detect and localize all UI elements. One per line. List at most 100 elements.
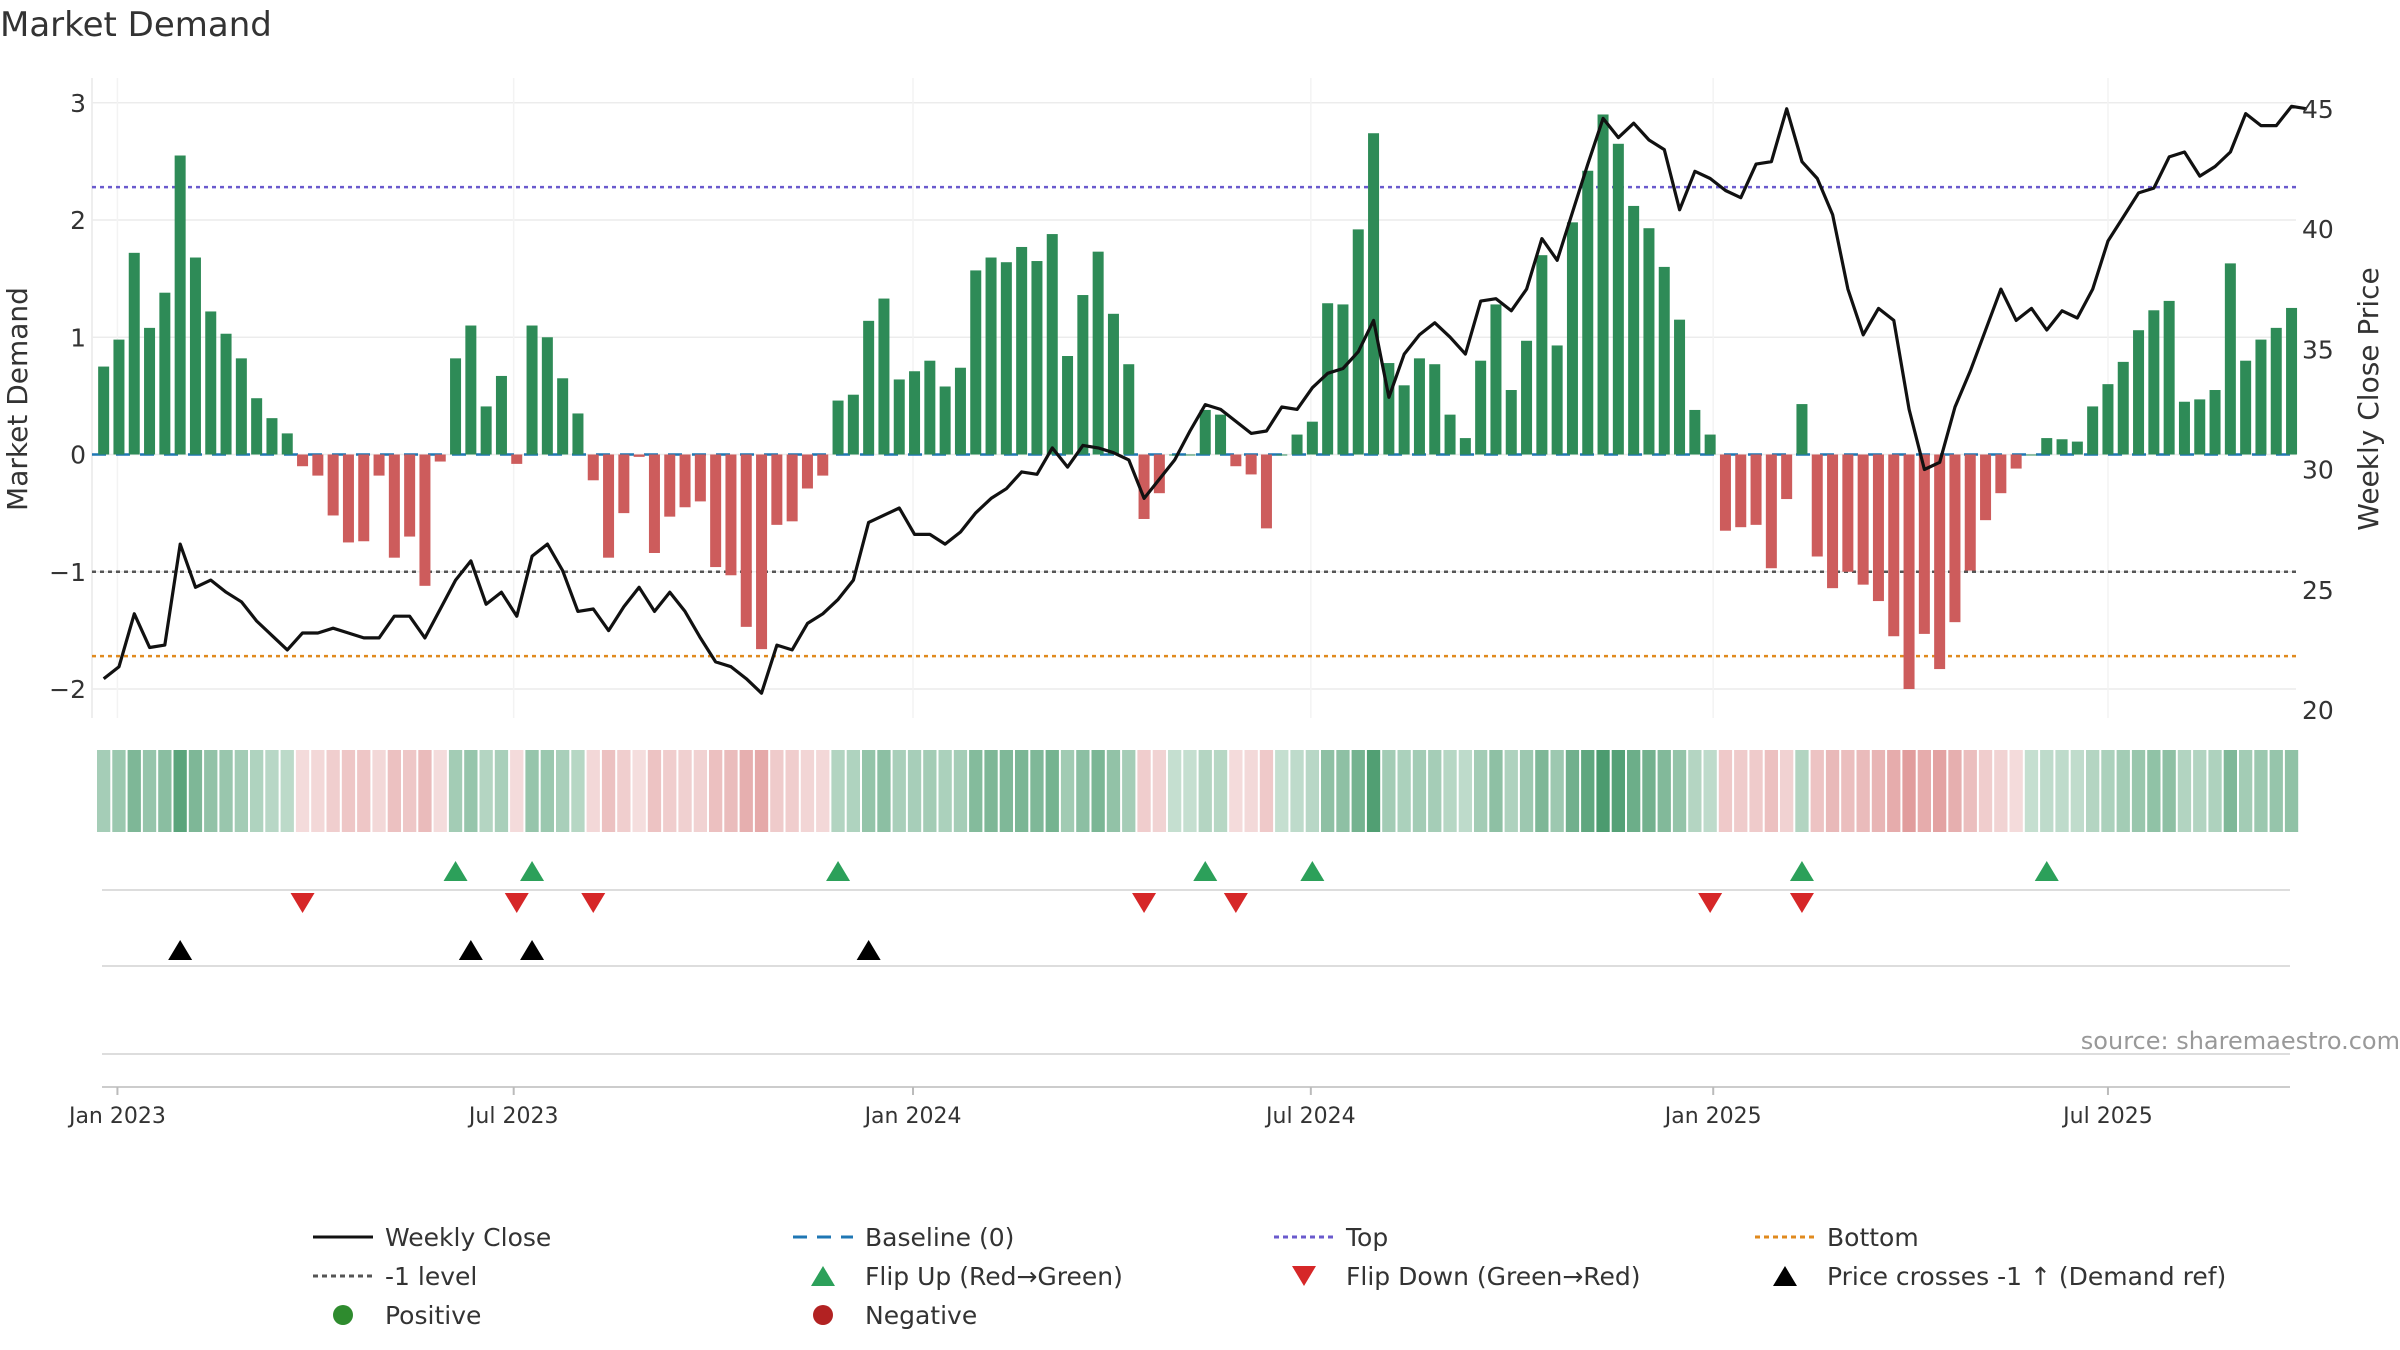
- positive-bar: [159, 292, 171, 455]
- negative-bar: [679, 454, 691, 508]
- right-tick-label: 45: [2302, 95, 2334, 124]
- positive-bar: [954, 367, 966, 455]
- flip-up-marker: [520, 861, 545, 881]
- heat-cell: [1076, 750, 1090, 832]
- positive-bar: [450, 358, 462, 455]
- negative-bar: [664, 454, 676, 517]
- heat-cell: [1994, 750, 2008, 832]
- heat-cell: [494, 750, 509, 832]
- positive-bar: [939, 386, 951, 455]
- heat-cell: [372, 750, 386, 832]
- positive-bar: [2209, 390, 2221, 455]
- left-tick-label: 3: [70, 89, 86, 118]
- heat-cell: [1978, 750, 1993, 832]
- legend-swatch: [813, 1305, 833, 1325]
- heat-cell: [938, 750, 952, 832]
- negative-bar: [1153, 454, 1165, 494]
- heat-cell: [1213, 750, 1228, 832]
- negative-bar: [1138, 454, 1150, 519]
- legend-label: -1 level: [385, 1262, 477, 1291]
- heat-cell: [1412, 750, 1427, 832]
- positive-bar: [2178, 401, 2190, 455]
- left-tick-label: −1: [49, 558, 86, 587]
- negative-bar: [1781, 454, 1793, 500]
- positive-bar: [1505, 390, 1517, 455]
- negative-bar: [1230, 454, 1242, 467]
- positive-bar: [1429, 364, 1441, 455]
- heat-cell: [1902, 750, 1916, 832]
- heat-cell: [2116, 750, 2130, 832]
- positive-bar: [1643, 228, 1655, 455]
- legend-label: Negative: [865, 1301, 977, 1330]
- negative-bar: [342, 454, 354, 543]
- negative-bar: [1735, 454, 1747, 528]
- negative-bar: [1872, 454, 1884, 602]
- positive-bar: [1536, 255, 1548, 455]
- heat-cell: [1688, 750, 1702, 832]
- heat-cell: [2223, 750, 2237, 832]
- heat-cell: [250, 750, 264, 832]
- heat-cell: [1764, 750, 1778, 832]
- positive-bar: [1046, 234, 1058, 455]
- negative-bar: [1918, 454, 1930, 634]
- heat-cell: [2254, 750, 2268, 832]
- heat-cell: [754, 750, 769, 832]
- positive-bar: [1016, 246, 1028, 455]
- negative-bar: [2010, 454, 2022, 469]
- heat-cell: [1795, 750, 1809, 832]
- heat-cell: [1290, 750, 1304, 832]
- source-label: source: sharemaestro.com: [2081, 1027, 2400, 1055]
- negative-bar: [1827, 454, 1839, 589]
- flip-up-marker: [2034, 861, 2059, 881]
- positive-bar: [1062, 356, 1074, 455]
- positive-bar: [1383, 363, 1395, 455]
- heat-cell: [1244, 750, 1258, 832]
- heat-cell: [1504, 750, 1518, 832]
- heat-cell: [693, 750, 707, 832]
- price-cross-marker: [168, 940, 193, 960]
- positive-bar: [2041, 438, 2053, 455]
- x-tick-label: Jul 2024: [1264, 1104, 1356, 1129]
- positive-bar: [220, 333, 232, 455]
- heat-cell: [1122, 750, 1136, 832]
- heat-cell: [2162, 750, 2176, 832]
- heat-cell: [1198, 750, 1212, 832]
- heat-cell: [709, 750, 723, 832]
- heat-cell: [112, 750, 126, 832]
- heat-cell: [1091, 750, 1105, 832]
- heat-cell: [219, 750, 233, 832]
- x-tick-label: Jan 2023: [67, 1104, 166, 1129]
- weekly-close-line: [102, 104, 2308, 695]
- heat-cell: [403, 750, 417, 832]
- heat-cell: [831, 750, 845, 832]
- negative-bar: [603, 454, 615, 558]
- x-tick-label: Jul 2025: [2061, 1104, 2153, 1129]
- heat-cell: [953, 750, 968, 832]
- positive-bar: [832, 400, 844, 455]
- right-tick-label: 25: [2302, 576, 2334, 605]
- heat-cell: [1474, 750, 1488, 832]
- heat-cell: [1458, 750, 1472, 832]
- right-y-ticks: 45 40 35 30 25 20: [2302, 95, 2334, 725]
- positive-bar: [1077, 295, 1089, 455]
- positive-bar: [1107, 313, 1119, 455]
- heat-cell: [188, 750, 203, 832]
- negative-bar: [618, 454, 630, 514]
- heat-cell: [1841, 750, 1855, 832]
- positive-bar: [113, 339, 125, 455]
- heat-cell: [571, 750, 585, 832]
- heat-cell: [816, 750, 830, 832]
- positive-bar: [526, 325, 538, 455]
- negative-bar: [1857, 454, 1869, 585]
- positive-bar: [1398, 385, 1410, 455]
- heat-cell: [1611, 750, 1625, 832]
- gridlines: [92, 78, 2296, 718]
- heat-cell: [1106, 750, 1121, 832]
- positive-bar: [541, 337, 553, 455]
- heat-cell: [785, 750, 799, 832]
- negative-bar: [297, 454, 309, 467]
- positive-bar: [1031, 261, 1043, 455]
- positive-bar: [863, 320, 875, 455]
- x-tick-label: Jan 2024: [863, 1104, 962, 1129]
